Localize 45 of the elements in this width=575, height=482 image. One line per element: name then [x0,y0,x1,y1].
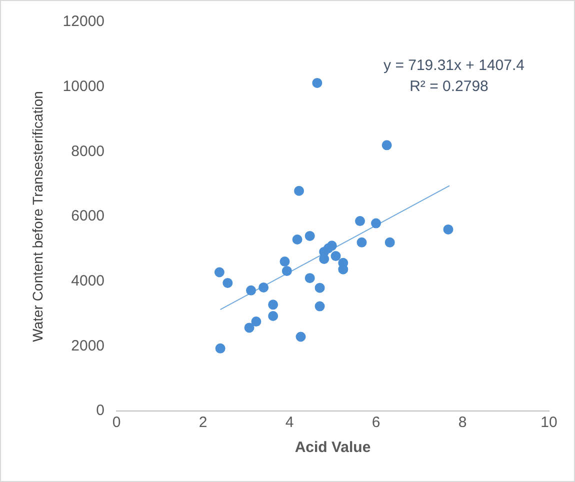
point [312,78,322,88]
point [222,278,233,288]
point [280,256,290,267]
x-tick-label: 10 [540,414,558,432]
point [314,301,325,312]
y-tick-label: 6000 [71,208,105,225]
x-tick-label: 2 [198,414,208,432]
y-tick-label: 2000 [71,337,105,354]
point [355,216,366,226]
point [384,237,395,248]
y-tick-label: 8000 [71,142,105,160]
y-tick-label: 10000 [62,78,105,95]
x-tick-label: 0 [112,414,121,432]
point [326,240,337,251]
point [356,237,367,248]
point [258,282,269,292]
point [246,285,256,296]
point [319,254,330,264]
annotation: R² = 0.2798 [410,78,488,95]
point [304,230,315,241]
point [268,311,278,322]
point [314,282,325,293]
x-axis-title: Acid Value [294,439,371,456]
point [292,234,302,245]
annotation: y = 719.31x + 1407.4 [384,57,524,74]
point [214,267,224,278]
point [304,273,315,284]
point [382,140,392,150]
point [244,322,254,333]
point [282,266,292,276]
x-tick-label: 8 [458,414,467,432]
point [443,224,454,234]
point [296,332,306,342]
point [330,251,341,262]
x-tick-label: 4 [285,414,294,432]
y-tick-label: 0 [96,402,105,420]
point [268,300,278,310]
y-tick-label: 12000 [62,13,105,30]
y-tick-label: 4000 [71,272,105,290]
point [251,316,262,327]
point [294,186,304,196]
x-tick-label: 6 [372,414,380,432]
y-axis-title: Water Content before Transesterification [29,91,46,342]
point [215,343,226,354]
point [371,218,382,228]
